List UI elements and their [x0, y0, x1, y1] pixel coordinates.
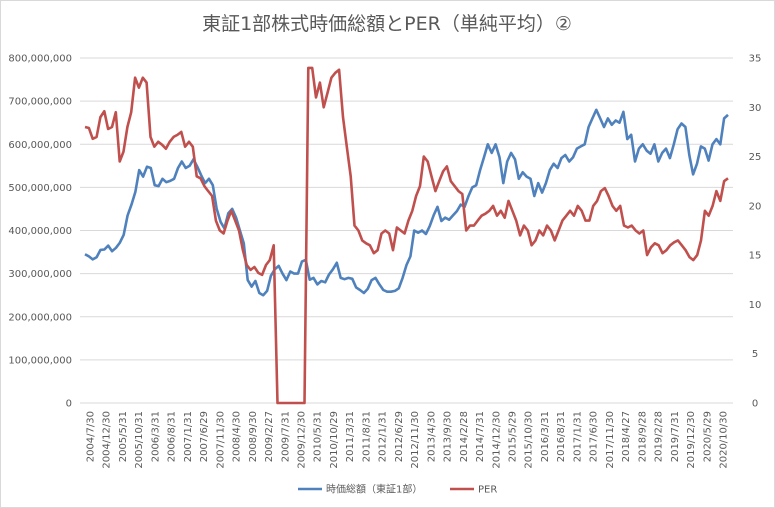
- x-tick-label: 2007/11/30: [215, 411, 226, 469]
- left-tick-label: 500,000,000: [8, 183, 72, 194]
- x-tick-label: 2013/9/30: [443, 411, 454, 462]
- right-tick-label: 10: [749, 300, 762, 311]
- right-axis-labels: 0 5 10 15 20 25 30 35: [749, 54, 762, 410]
- right-tick-label: 30: [749, 103, 762, 114]
- x-tick-label: 2019/2/28: [654, 411, 665, 462]
- x-tick-label: 2007/1/31: [183, 411, 194, 462]
- left-tick-label: 300,000,000: [8, 269, 72, 280]
- x-tick-label: 2014/7/31: [475, 411, 486, 462]
- x-tick-label: 2012/11/30: [410, 411, 421, 469]
- x-tick-label: 2006/3/31: [150, 411, 161, 462]
- x-tick-label: 2012/1/31: [378, 411, 389, 462]
- right-tick-label: 35: [749, 54, 762, 65]
- x-axis-labels: 2004/7/30 2004/12/30 2005/5/31 2005/10/31 20…: [86, 411, 730, 469]
- x-tick-label: 2009/7/31: [280, 411, 291, 462]
- x-tick-label: 2008/9/30: [248, 411, 259, 462]
- x-tick-label: 2007/6/29: [199, 411, 210, 462]
- x-tick-label: 2015/5/29: [508, 411, 519, 462]
- per-series-line: [84, 66, 729, 405]
- left-tick-label: 0: [66, 399, 72, 410]
- market-cap-series-line: [84, 108, 729, 297]
- x-tick-label: 2020/5/29: [702, 411, 713, 462]
- x-tick-label: 2006/8/31: [167, 411, 178, 462]
- left-tick-label: 700,000,000: [8, 97, 72, 108]
- legend-label: PER: [478, 485, 497, 496]
- x-tick-label: 2010/5/31: [313, 411, 324, 462]
- x-tick-label: 2011/8/31: [361, 411, 372, 462]
- x-tick-label: 2015/10/30: [524, 411, 535, 469]
- left-tick-label: 600,000,000: [8, 140, 72, 151]
- x-tick-label: 2014/2/28: [459, 411, 470, 462]
- legend-label: 時価総額（東証1部）: [326, 483, 422, 496]
- right-tick-label: 25: [749, 152, 762, 163]
- gridlines: [80, 57, 733, 404]
- x-tick-label: 2008/4/30: [232, 411, 243, 462]
- x-tick-label: 2016/3/31: [540, 411, 551, 462]
- x-tick-label: 2010/10/29: [329, 411, 340, 469]
- legend: 時価総額（東証1部） PER: [298, 483, 497, 496]
- x-tick-label: 2017/1/31: [572, 411, 583, 462]
- left-axis-labels: 0 100,000,000 200,000,000 300,000,000 400,00…: [8, 54, 72, 410]
- x-tick-label: 2019/12/30: [686, 411, 697, 469]
- left-tick-label: 200,000,000: [8, 312, 72, 323]
- x-tick-label: 2020/10/30: [719, 411, 730, 469]
- x-tick-label: 2017/11/30: [605, 411, 616, 469]
- x-tick-label: 2004/12/30: [102, 411, 113, 469]
- chart-title: 東証1部株式時価総額とPER（単純平均）②: [202, 13, 572, 35]
- x-tick-label: 2009/12/30: [297, 411, 308, 469]
- x-tick-label: 2012/6/29: [394, 411, 405, 462]
- x-tick-label: 2018/4/27: [621, 411, 632, 462]
- x-tick-label: 2017/6/30: [589, 411, 600, 462]
- x-tick-label: 2018/9/28: [637, 411, 648, 462]
- x-tick-label: 2009/2/27: [264, 411, 275, 462]
- right-tick-label: 20: [749, 201, 762, 212]
- x-tick-label: 2004/7/30: [86, 411, 97, 462]
- right-tick-label: 15: [749, 251, 762, 262]
- x-tick-label: 2011/3/31: [345, 411, 356, 462]
- x-tick-label: 2005/5/31: [118, 411, 129, 462]
- left-tick-label: 400,000,000: [8, 226, 72, 237]
- x-tick-label: 2005/10/31: [134, 411, 145, 469]
- x-tick-label: 2019/7/31: [670, 411, 681, 462]
- left-tick-label: 100,000,000: [8, 355, 72, 366]
- x-tick-label: 2014/12/30: [491, 411, 502, 469]
- right-tick-label: 5: [752, 349, 758, 360]
- right-tick-label: 0: [752, 399, 758, 410]
- left-tick-label: 800,000,000: [8, 54, 72, 65]
- x-tick-label: 2013/4/30: [426, 411, 437, 462]
- series-lines: [84, 66, 729, 405]
- x-tick-label: 2016/8/31: [556, 411, 567, 462]
